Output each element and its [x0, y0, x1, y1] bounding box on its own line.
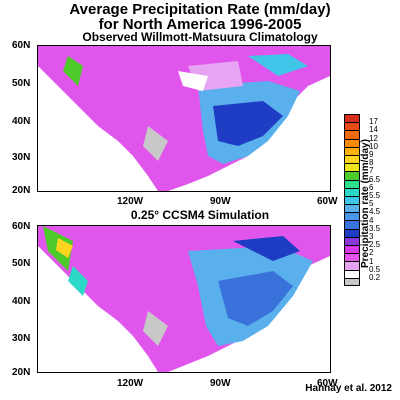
colorbar	[344, 114, 362, 286]
colorbar-level-label: 17	[369, 117, 378, 127]
colorbar-swatch	[344, 277, 360, 286]
map1-lat-30n: 30N	[12, 152, 31, 163]
map2-lon-90w: 90W	[210, 378, 231, 389]
colorbar-swatch	[344, 114, 360, 123]
colorbar-swatch	[344, 154, 360, 164]
colorbar-level-label: 8	[369, 158, 374, 168]
colorbar-swatch	[344, 261, 360, 270]
colorbar-swatch	[344, 236, 360, 245]
colorbar-level-label: 0.5	[369, 264, 381, 274]
colorbar-level-label: 2	[369, 248, 374, 258]
colorbar-swatch	[344, 212, 360, 221]
colorbar-level-label: 6	[369, 182, 374, 192]
colorbar-level-label: 1	[369, 256, 374, 266]
colorbar-level-label: 4	[369, 215, 374, 225]
colorbar-level-label: 6.5	[369, 174, 381, 184]
colorbar-swatch	[344, 195, 360, 205]
colorbar-swatch	[344, 179, 360, 188]
map1-precip-field	[38, 46, 330, 191]
credit-text: Hannay et al. 2012	[305, 383, 392, 394]
colorbar-swatch	[344, 253, 360, 262]
colorbar-level-label: 4.5	[369, 207, 381, 217]
colorbar-swatch	[344, 122, 360, 131]
map2-lat-30n: 30N	[12, 333, 31, 344]
colorbar-swatch	[344, 187, 360, 196]
colorbar-swatch	[344, 228, 360, 237]
colorbar-level-label: 3.5	[369, 223, 381, 233]
map2-lat-60n: 60N	[12, 221, 31, 232]
colorbar-level-label: 3	[369, 232, 374, 241]
colorbar-level-label: 9	[369, 150, 374, 159]
map2-precip-field	[38, 226, 330, 372]
colorbar-swatch	[344, 204, 360, 213]
map1-lat-50n: 50N	[12, 78, 31, 89]
colorbar-swatch	[344, 130, 360, 139]
map2-lat-20n: 20N	[12, 367, 31, 378]
colorbar-swatch	[344, 171, 360, 180]
map2-lon-120w: 120W	[117, 378, 144, 389]
figure-title-line1: Average Precipitation Rate (mm/day)	[69, 1, 331, 18]
map2-lat-40n: 40N	[12, 296, 31, 307]
colorbar-level-label: 5	[369, 199, 374, 209]
colorbar-level-label: 0.2	[369, 273, 381, 282]
map2-title: 0.25° CCSM4 Simulation	[130, 208, 270, 222]
colorbar-swatch	[344, 163, 360, 172]
map1-lat-40n: 40N	[12, 116, 31, 127]
colorbar-level-label: 2.5	[369, 240, 381, 250]
map2-panel	[37, 225, 331, 373]
colorbar-level-label: 7	[369, 166, 374, 176]
figure-title-line2: for North America 1996-2005	[98, 16, 302, 33]
colorbar-level-label: 5.5	[369, 191, 381, 200]
map1-title: Observed Willmott-Matsuura Climatology	[82, 30, 318, 44]
map1-lon-120w: 120W	[117, 196, 144, 207]
map2-lat-50n: 50N	[12, 258, 31, 269]
colorbar-swatch	[344, 269, 360, 278]
map1-lon-60w: 60W	[317, 196, 338, 207]
map1-lat-20n: 20N	[12, 185, 31, 196]
colorbar-level-label: 14	[369, 125, 378, 135]
colorbar-level-label: 10	[369, 141, 378, 151]
map1-panel	[37, 45, 331, 192]
map1-lat-60n: 60N	[12, 40, 31, 51]
map2-lon-60w: 60W	[317, 378, 338, 389]
colorbar-level-label: 12	[369, 133, 378, 143]
map1-lon-90w: 90W	[210, 196, 231, 207]
colorbar-swatch	[344, 220, 360, 229]
colorbar-swatch	[344, 146, 360, 155]
colorbar-swatch	[344, 245, 360, 254]
colorbar-swatch	[344, 138, 360, 147]
